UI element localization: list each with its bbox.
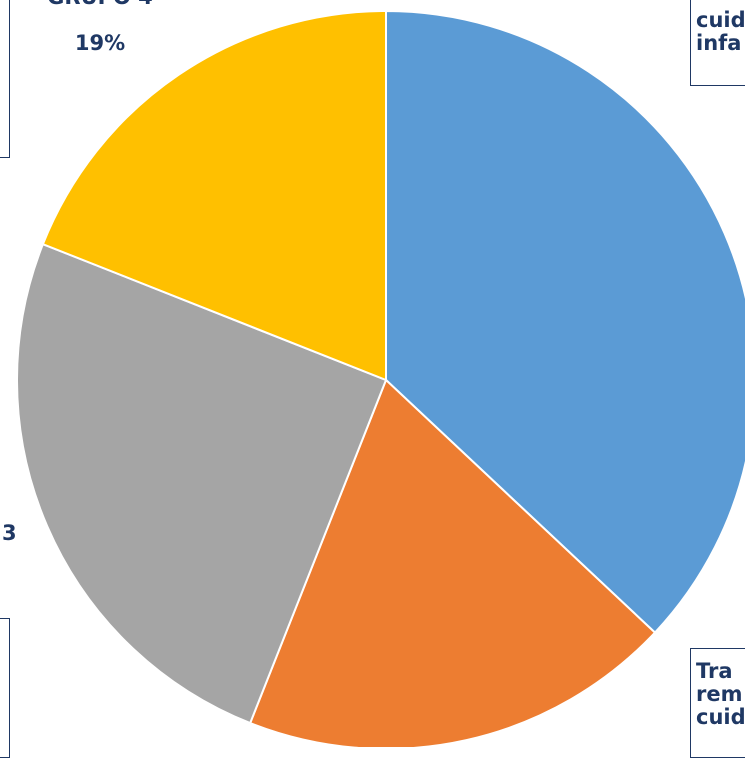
data-label-grupo4-name: GRUPO 4 xyxy=(0,0,200,9)
data-label-grupo4-pct: 19% xyxy=(74,31,126,55)
data-label-top-right: cuid infa xyxy=(696,8,745,55)
pie-slice-3 xyxy=(16,242,388,725)
pie-slices xyxy=(16,9,745,747)
pie-slice-4 xyxy=(41,9,387,382)
data-label-bottom-right: Tra rem cuid xyxy=(696,659,745,729)
pie-slice-2 xyxy=(248,378,657,747)
callout-box-bottom-left xyxy=(0,618,10,758)
callout-box-top-right xyxy=(690,0,745,86)
callout-box-grupo4 xyxy=(0,0,10,158)
pie-slice-1 xyxy=(385,9,745,635)
data-label-left: 3 xyxy=(2,521,17,545)
